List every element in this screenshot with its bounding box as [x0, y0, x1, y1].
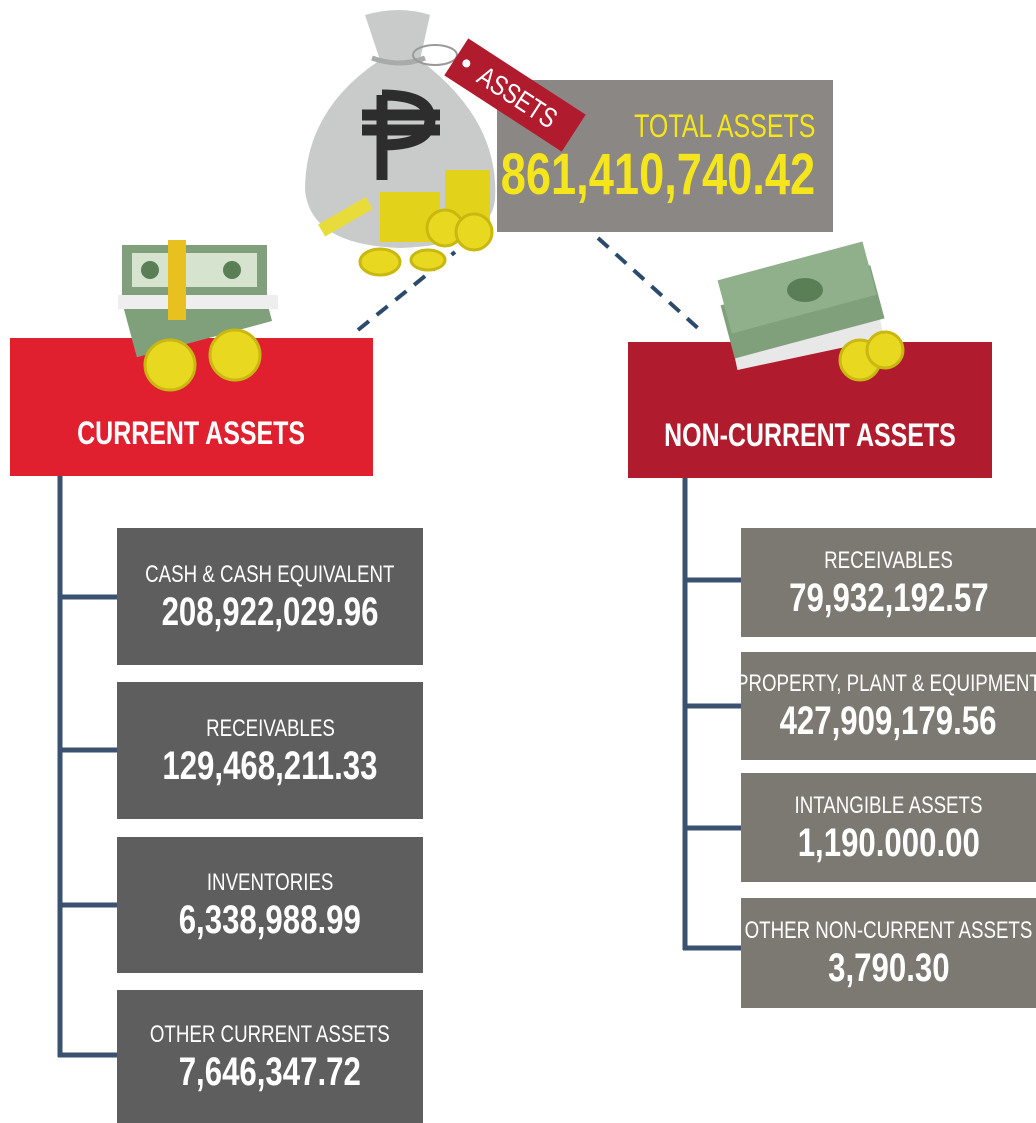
- asset-label: PROPERTY, PLANT & EQUIPMENT: [741, 670, 1036, 697]
- asset-box: RECEIVABLES 129,468,211.33: [117, 682, 423, 819]
- asset-value: 1,190.000.00: [797, 820, 980, 865]
- asset-value: 129,468,211.33: [162, 743, 378, 788]
- non-current-header: NON-CURRENT ASSETS: [628, 342, 992, 478]
- asset-value: 6,338,988.99: [178, 898, 362, 942]
- current-title: CURRENT ASSETS: [77, 415, 306, 451]
- total-box: TOTAL ASSETS 861,410,740.42: [497, 80, 833, 232]
- tree-left: [57, 476, 117, 1058]
- asset-box: PROPERTY, PLANT & EQUIPMENT 427,909,179.5…: [741, 652, 1036, 760]
- asset-label: OTHER CURRENT ASSETS: [150, 1020, 390, 1048]
- asset-box: OTHER CURRENT ASSETS 7,646,347.72: [117, 990, 423, 1123]
- asset-label: INTANGIBLE ASSETS: [794, 791, 983, 819]
- asset-box: INVENTORIES 6,338,988.99: [117, 837, 423, 973]
- total-label: TOTAL ASSETS: [633, 107, 815, 144]
- asset-value: 427,909,179.56: [780, 699, 997, 743]
- asset-label: RECEIVABLES: [824, 546, 953, 574]
- asset-value: 7,646,347.72: [178, 1049, 362, 1094]
- asset-value: 208,922,029.96: [161, 589, 379, 634]
- asset-value: 3,790.30: [827, 946, 950, 990]
- asset-label: RECEIVABLES: [205, 714, 335, 742]
- dashed-link: [596, 236, 702, 332]
- dashed-link: [356, 250, 457, 332]
- asset-value: 79,932,192.57: [788, 575, 989, 620]
- asset-box: OTHER NON-CURRENT ASSETS 3,790.30: [741, 898, 1036, 1008]
- asset-box: INTANGIBLE ASSETS 1,190.000.00: [741, 773, 1036, 882]
- asset-box: CASH & CASH EQUIVALENT 208,922,029.96: [117, 528, 423, 665]
- total-value: 861,410,740.42: [500, 141, 815, 207]
- non-current-title: NON-CURRENT ASSETS: [664, 417, 956, 453]
- current-header: CURRENT ASSETS: [10, 338, 373, 476]
- asset-label: CASH & CASH EQUIVALENT: [145, 560, 395, 588]
- asset-box: RECEIVABLES 79,932,192.57: [741, 528, 1036, 637]
- asset-label: OTHER NON-CURRENT ASSETS: [744, 917, 1033, 944]
- asset-label: INVENTORIES: [206, 869, 334, 896]
- tree-right: [682, 478, 741, 951]
